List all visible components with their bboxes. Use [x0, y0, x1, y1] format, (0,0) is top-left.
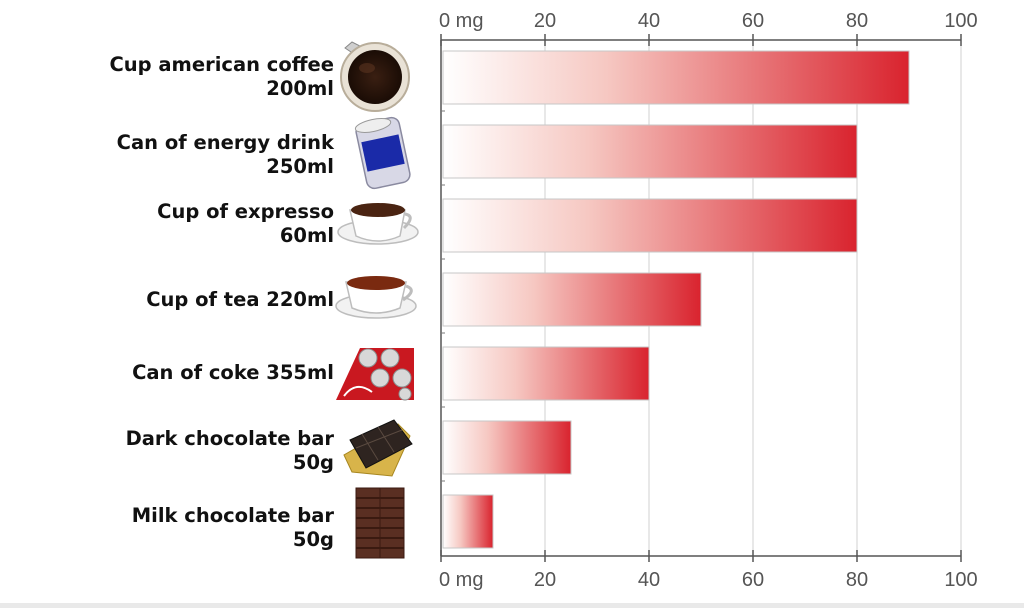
tick-label: 0 mg — [439, 10, 483, 32]
category-label: Cup of tea 220ml — [146, 288, 334, 311]
tea-cup-icon — [335, 276, 417, 319]
tick-label: 0 mg — [439, 569, 483, 591]
bar — [442, 346, 650, 401]
bars — [442, 50, 910, 549]
coffee-cup-icon — [340, 41, 410, 112]
tick-label: 100 — [944, 10, 977, 32]
category-label: Can of energy drink 250ml — [116, 131, 334, 178]
category-label: Cup american coffee 200ml — [109, 53, 334, 100]
category-label: Can of coke 355ml — [132, 361, 334, 384]
tick-label: 20 — [534, 10, 556, 32]
category-label: Dark chocolate bar 50g — [125, 427, 334, 474]
milk-chocolate-icon — [355, 487, 405, 559]
coke-cans-icon — [336, 348, 414, 401]
axes — [440, 34, 962, 562]
energy-drink-can-icon — [354, 116, 411, 190]
dark-chocolate-icon — [343, 419, 413, 477]
bar — [442, 198, 858, 253]
tick-label: 40 — [638, 569, 660, 591]
tick-label: 60 — [742, 569, 764, 591]
bar — [442, 272, 702, 327]
category-icons — [335, 41, 419, 559]
category-label: Cup of expresso 60ml — [157, 200, 334, 247]
tick-label: 80 — [846, 569, 868, 591]
espresso-cup-icon — [337, 203, 419, 245]
bar — [442, 124, 858, 179]
tick-label: 40 — [638, 10, 660, 32]
tick-labels: 0 mg 0 mg 20 20 40 40 60 60 80 80 100 100 — [439, 10, 978, 591]
bar — [442, 420, 572, 475]
bar — [442, 50, 910, 105]
tick-label: 80 — [846, 10, 868, 32]
tick-label: 20 — [534, 569, 556, 591]
category-label: Milk chocolate bar 50g — [131, 504, 334, 551]
tick-label: 100 — [944, 569, 977, 591]
tick-label: 60 — [742, 10, 764, 32]
bar — [442, 494, 494, 549]
bottom-divider — [0, 603, 1024, 608]
